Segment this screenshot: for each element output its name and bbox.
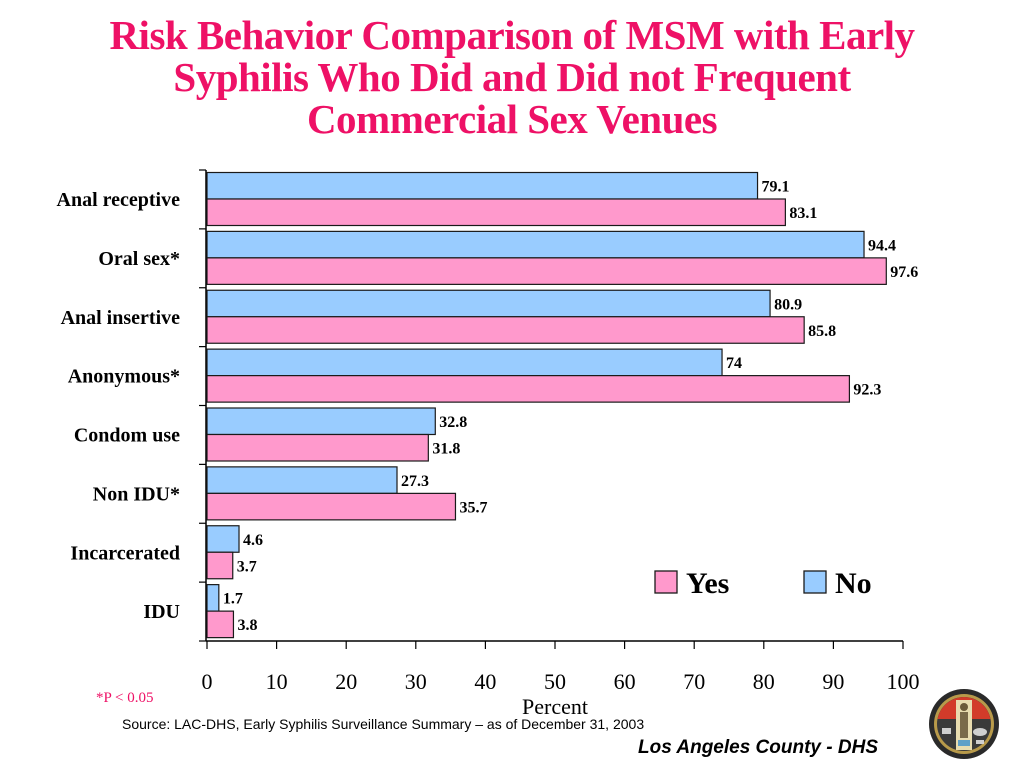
source-note: Source: LAC-DHS, Early Syphilis Surveill… [122, 716, 645, 732]
legend-label-yes: Yes [686, 567, 729, 600]
x-tick-label: 30 [405, 669, 427, 694]
title-line-1: Risk Behavior Comparison of MSM with Ear… [109, 12, 915, 58]
x-tick-label: 90 [822, 669, 844, 694]
bar-no [206, 407, 436, 436]
category-label: IDU [143, 601, 180, 623]
data-label-no: 4.6 [243, 532, 263, 549]
bar-no [206, 230, 865, 259]
bar-yes [206, 492, 457, 521]
x-tick-label: 20 [335, 669, 357, 694]
data-label-no: 80.9 [774, 296, 802, 313]
bar-yes [206, 610, 235, 639]
data-label-no: 32.8 [439, 414, 467, 431]
bar-no [206, 289, 771, 318]
bar-no [206, 171, 759, 200]
x-tick-label: 60 [614, 669, 636, 694]
data-label-yes: 85.8 [808, 323, 836, 340]
bar-no [206, 584, 220, 612]
data-label-no: 94.4 [868, 237, 896, 254]
category-label: Incarcerated [70, 542, 180, 564]
x-tick-label: 70 [683, 669, 705, 694]
x-tick-label: 50 [544, 669, 566, 694]
bar-no [206, 348, 723, 377]
data-label-no: 79.1 [762, 179, 790, 196]
x-tick-label: 40 [474, 669, 496, 694]
data-label-yes: 35.7 [459, 499, 487, 516]
bar-yes [206, 375, 851, 403]
category-label: Anal insertive [61, 307, 181, 329]
x-tick-label: 10 [266, 669, 288, 694]
data-label-yes: 3.8 [237, 617, 257, 634]
significance-footnote: *P < 0.05 [96, 690, 154, 706]
legend-swatch-no [803, 570, 827, 594]
category-label: Anonymous* [68, 366, 180, 388]
bar-yes [206, 257, 887, 285]
bar-no [206, 525, 240, 553]
chart-title: Risk Behavior Comparison of MSM with Ear… [0, 14, 1024, 140]
agency-name: Los Angeles County - DHS [638, 737, 878, 758]
category-label: Oral sex* [98, 248, 180, 270]
data-label-no: 1.7 [223, 591, 243, 608]
bar-yes [206, 316, 805, 344]
legend-swatch-yes [654, 570, 678, 594]
data-label-yes: 31.8 [432, 441, 460, 458]
x-axis-title: Percent [522, 694, 588, 719]
bar-yes [206, 433, 429, 462]
bar-yes [206, 198, 786, 227]
data-label-yes: 83.1 [789, 205, 817, 222]
data-label-yes: 97.6 [890, 264, 918, 281]
county-seal-logo [929, 689, 999, 759]
bar-no [206, 466, 398, 494]
data-label-yes: 92.3 [853, 382, 881, 399]
data-label-no: 27.3 [401, 473, 429, 490]
x-tick-label: 100 [887, 669, 920, 694]
category-label: Anal receptive [57, 189, 181, 211]
x-tick-label: 80 [753, 669, 775, 694]
category-label: Condom use [74, 425, 180, 447]
data-label-yes: 3.7 [237, 558, 257, 575]
title-line-2: Syphilis Who Did and Did not Frequent [173, 54, 851, 100]
x-tick-label: 0 [202, 669, 213, 694]
title-line-3: Commercial Sex Venues [306, 96, 718, 142]
data-label-no: 74 [726, 355, 742, 372]
category-label: Non IDU* [93, 483, 180, 505]
legend-label-no: No [835, 567, 872, 600]
bar-yes [206, 551, 234, 580]
